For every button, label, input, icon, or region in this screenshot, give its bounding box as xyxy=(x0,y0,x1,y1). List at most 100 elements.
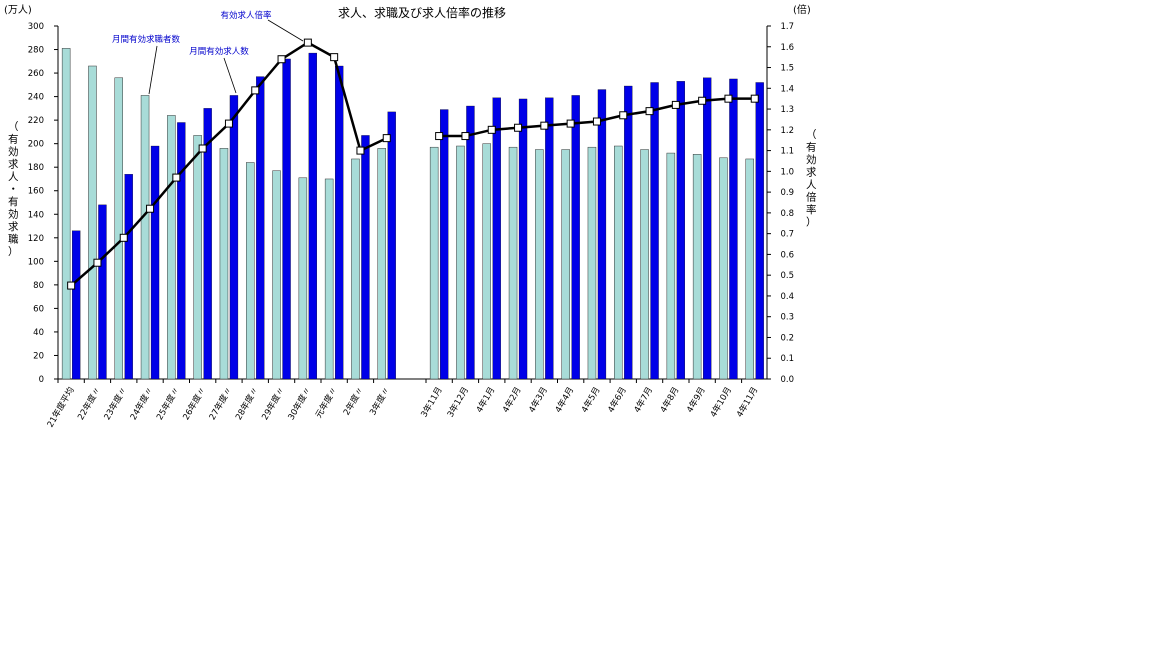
bar-jobseekers xyxy=(429,146,439,380)
bar-jobseekers xyxy=(377,148,386,380)
left-tick-label: 80 xyxy=(33,281,44,291)
bar-jobseekers xyxy=(246,162,255,380)
x-tick-label: 30年度〃 xyxy=(286,385,314,422)
right-tick-label: 1.5 xyxy=(780,64,794,74)
ratio-point xyxy=(619,111,628,120)
bar-jobseekers xyxy=(61,48,71,380)
x-tick-label: 4年1月 xyxy=(474,385,497,415)
bar-jobseekers xyxy=(193,135,202,380)
left-tick-label: 20 xyxy=(33,351,44,361)
bar-jobseekers xyxy=(482,143,491,380)
x-tick-label: 3年度〃 xyxy=(367,385,392,417)
bar-openings xyxy=(256,76,265,380)
x-tick-label: 27年度〃 xyxy=(207,385,235,422)
bar-jobseekers xyxy=(298,177,308,380)
ratio-point xyxy=(698,96,707,105)
annotation-openings: 月間有効求人数 xyxy=(189,46,249,57)
ratio-point xyxy=(251,86,260,95)
ratio-point xyxy=(487,125,496,134)
bar-jobseekers xyxy=(456,145,465,380)
bar-jobseekers xyxy=(508,146,518,380)
annotation-openings-leader xyxy=(223,57,237,94)
ratio-point xyxy=(435,132,444,141)
ratio-point xyxy=(119,233,128,242)
x-tick-label: 4年10月 xyxy=(708,385,734,419)
annotation-ratio-leader xyxy=(267,19,304,42)
ratio-point xyxy=(540,121,549,130)
x-tick-label: 2年度〃 xyxy=(341,385,366,417)
right-unit-label: (倍) xyxy=(793,3,811,16)
right-tick-label: 0.9 xyxy=(780,188,794,198)
x-tick-label: 4年6月 xyxy=(605,385,628,415)
bar-openings xyxy=(124,174,133,380)
annotation-jobseekers-leader xyxy=(148,45,158,95)
annotation-jobseekers: 月間有効求職者数 xyxy=(112,34,181,45)
bar-openings xyxy=(387,111,396,380)
x-tick-label: 元年度〃 xyxy=(313,385,340,420)
x-tick-label: 4年3月 xyxy=(527,385,550,415)
right-tick-label: 0.0 xyxy=(780,375,794,385)
bar-openings xyxy=(334,65,344,380)
ratio-point xyxy=(67,281,76,290)
bar-jobseekers xyxy=(719,157,728,380)
bar-jobseekers xyxy=(88,65,97,380)
ratio-point xyxy=(514,123,523,132)
bar-jobseekers xyxy=(272,170,281,380)
x-tick-label: 28年度〃 xyxy=(233,385,261,422)
left-tick-label: 300 xyxy=(28,22,44,32)
ratio-point xyxy=(461,132,470,141)
x-tick-label: 23年度〃 xyxy=(102,385,130,422)
right-axis-label: （有効求人倍率） xyxy=(806,129,817,229)
ratio-point xyxy=(277,55,286,64)
bar-openings xyxy=(624,85,633,380)
bar-openings xyxy=(177,122,186,380)
x-tick-label: 26年度〃 xyxy=(181,385,209,422)
bar-openings xyxy=(571,95,580,380)
ratio-point xyxy=(198,144,207,153)
bar-openings xyxy=(361,135,370,380)
bar-jobseekers xyxy=(614,145,623,380)
left-tick-label: 260 xyxy=(28,69,44,79)
bar-openings xyxy=(676,81,685,380)
left-tick-label: 180 xyxy=(28,163,44,173)
bar-openings xyxy=(308,52,318,380)
ratio-point xyxy=(566,119,575,128)
bar-openings xyxy=(282,58,291,380)
x-tick-label: 4年9月 xyxy=(684,385,707,415)
right-tick-label: 0.4 xyxy=(780,292,794,302)
bar-jobseekers xyxy=(114,77,123,380)
bar-jobseekers xyxy=(666,152,676,380)
ratio-point xyxy=(146,204,155,213)
ratio-point xyxy=(172,173,181,182)
bar-jobseekers xyxy=(167,115,176,380)
bar-openings xyxy=(203,108,212,380)
right-tick-label: 0.5 xyxy=(780,271,794,281)
bar-jobseekers xyxy=(587,146,597,380)
left-tick-label: 120 xyxy=(28,234,44,244)
x-tick-label: 22年度〃 xyxy=(75,385,103,422)
right-tick-label: 0.3 xyxy=(780,313,794,323)
bar-openings xyxy=(466,105,475,380)
bar-jobseekers xyxy=(535,149,544,380)
left-tick-label: 200 xyxy=(28,140,44,150)
ratio-point xyxy=(330,53,339,62)
bar-jobseekers xyxy=(351,158,360,380)
bar-jobseekers xyxy=(219,148,229,380)
left-tick-label: 280 xyxy=(28,46,44,56)
bar-openings xyxy=(729,78,738,380)
right-tick-label: 0.8 xyxy=(780,209,794,219)
x-tick-label: 4年4月 xyxy=(553,385,576,415)
bar-jobseekers xyxy=(324,178,334,380)
x-tick-label: 4年5月 xyxy=(579,385,602,415)
ratio-point xyxy=(224,119,233,128)
right-tick-label: 1.0 xyxy=(780,167,794,177)
bar-jobseekers xyxy=(640,149,649,380)
bar-openings xyxy=(439,109,449,380)
right-tick-label: 1.7 xyxy=(780,22,794,32)
bar-openings xyxy=(518,98,528,380)
right-tick-label: 1.4 xyxy=(780,84,794,94)
x-tick-label: 24年度〃 xyxy=(128,385,156,422)
bar-openings xyxy=(650,82,659,380)
right-tick-label: 1.6 xyxy=(780,43,794,53)
left-tick-label: 40 xyxy=(33,328,44,338)
